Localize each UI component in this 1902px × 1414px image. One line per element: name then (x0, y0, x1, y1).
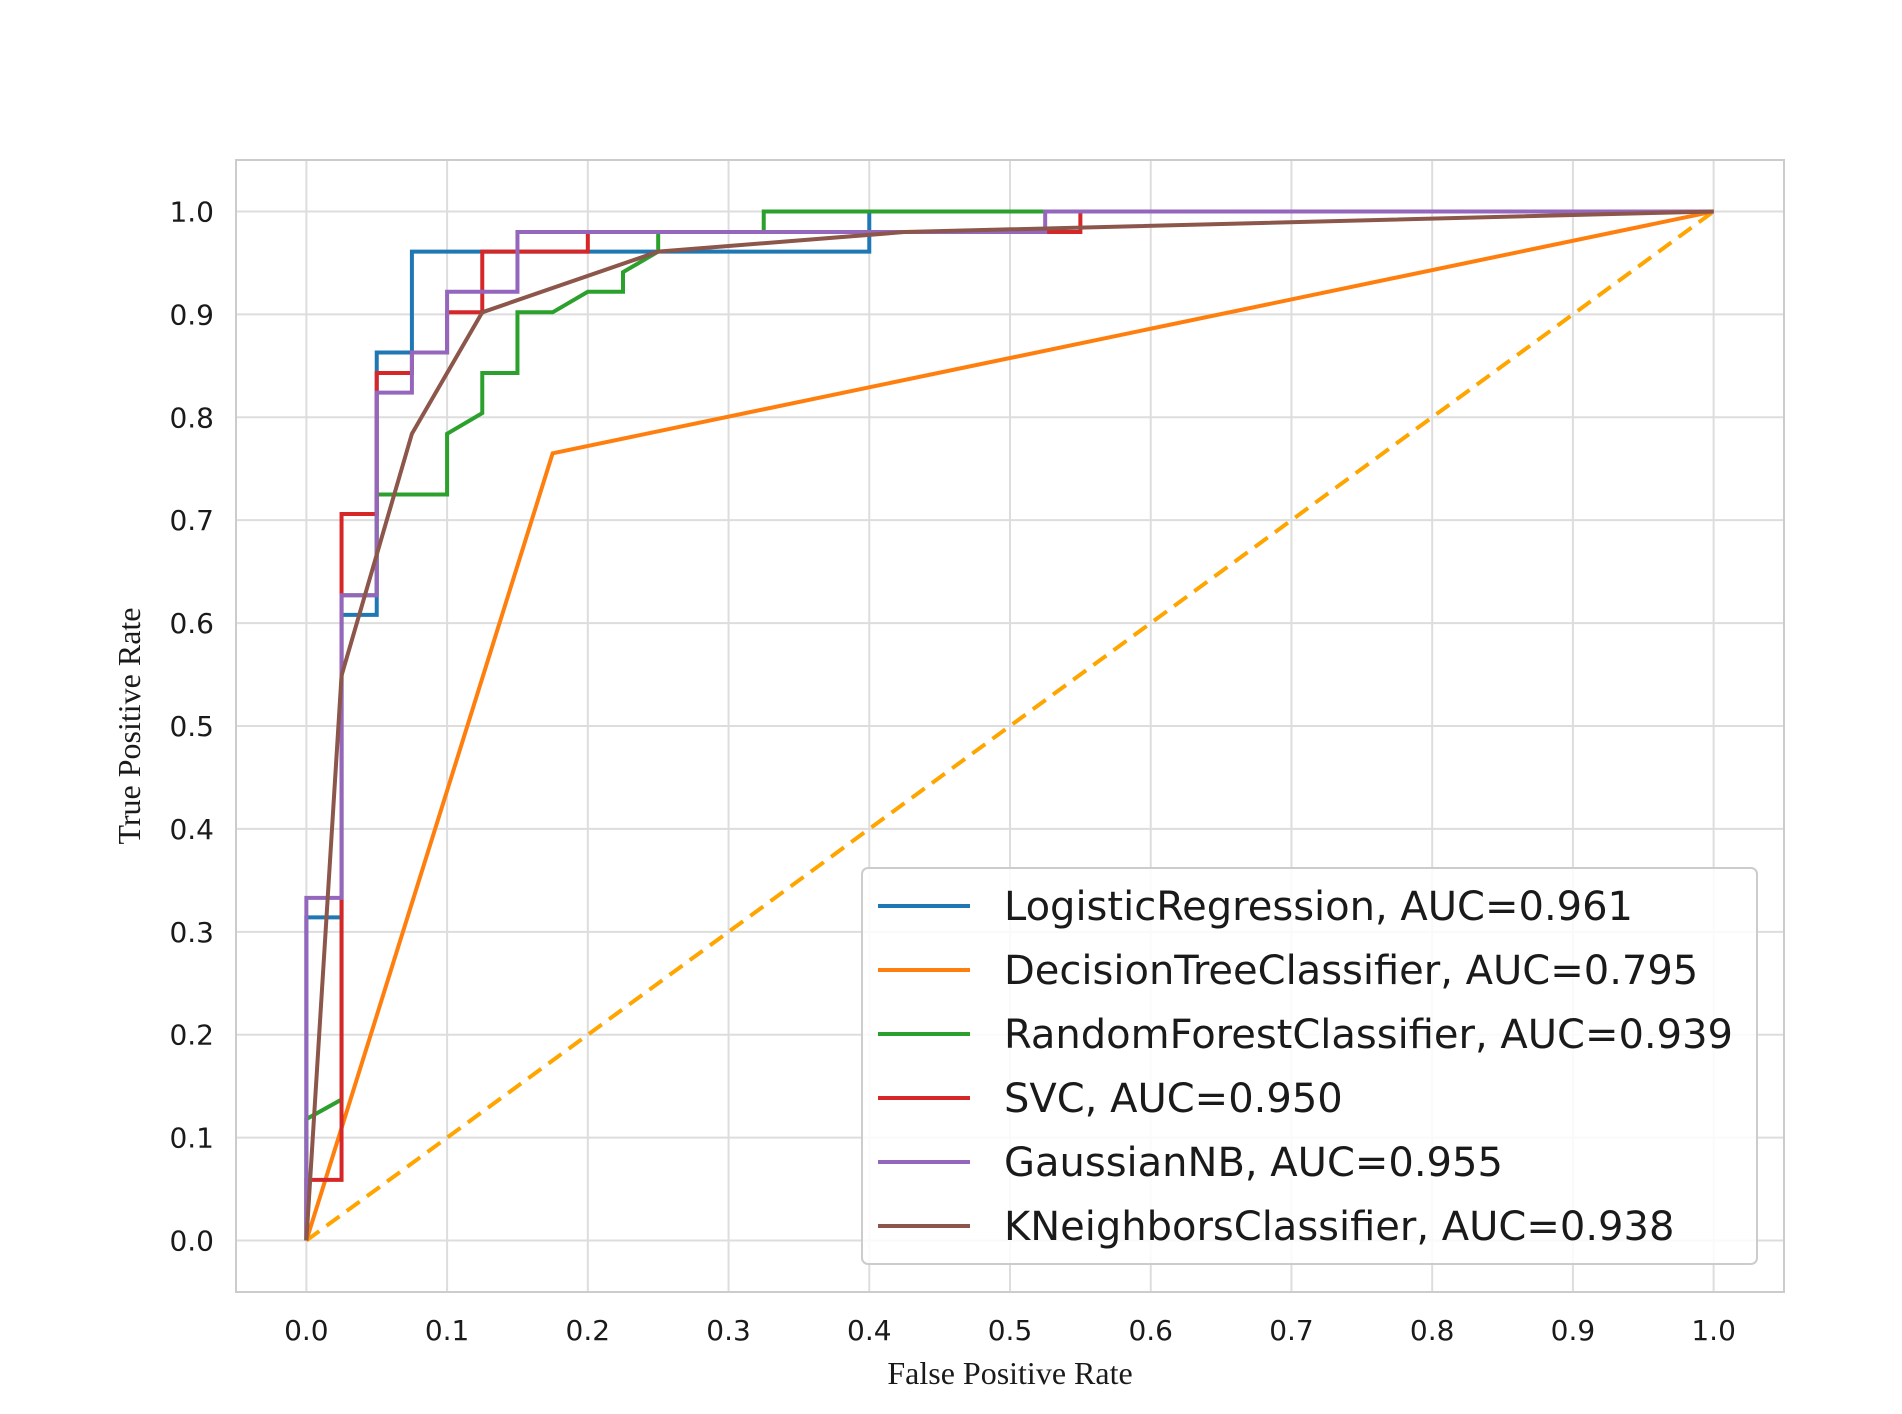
legend-label: DecisionTreeClassifier, AUC=0.795 (1004, 948, 1698, 994)
legend-entry: RandomForestClassifier, AUC=0.939 (878, 1012, 1733, 1058)
x-tick-label: 0.6 (1128, 1314, 1173, 1347)
y-tick-label: 0.5 (169, 710, 214, 743)
y-tick-label: 0.8 (169, 401, 214, 434)
y-tick-label: 0.6 (169, 607, 214, 640)
legend-label: SVC, AUC=0.950 (1004, 1076, 1343, 1122)
legend-entry: SVC, AUC=0.950 (878, 1076, 1343, 1122)
x-tick-label: 0.3 (706, 1314, 751, 1347)
legend-label: RandomForestClassifier, AUC=0.939 (1004, 1012, 1733, 1058)
x-tick-label: 0.9 (1551, 1314, 1596, 1347)
series-line-0 (304, 209, 1714, 1241)
y-tick-label: 0.2 (169, 1019, 214, 1052)
legend-label: LogisticRegression, AUC=0.961 (1004, 884, 1633, 930)
x-tick-label: 0.8 (1410, 1314, 1455, 1347)
legend: LogisticRegression, AUC=0.961 DecisionTre… (861, 867, 1758, 1265)
x-axis-label: False Positive Rate (887, 1355, 1132, 1391)
legend-entry: LogisticRegression, AUC=0.961 (878, 884, 1633, 930)
y-tick-labels: 0.0 0.1 0.2 0.3 0.4 0.5 0.6 0.7 0.8 0.9 1.0 (169, 195, 214, 1257)
x-tick-label: 0.4 (847, 1314, 892, 1347)
legend-entry: KNeighborsClassifier, AUC=0.938 (878, 1204, 1674, 1250)
x-tick-labels: 0.0 0.1 0.2 0.3 0.4 0.5 0.6 0.7 0.8 0.9 1.0 (284, 1314, 1736, 1347)
x-tick-label: 0.5 (988, 1314, 1033, 1347)
y-tick-label: 0.9 (169, 298, 214, 331)
series-line-4 (304, 209, 1714, 1241)
legend-label: GaussianNB, AUC=0.955 (1004, 1140, 1503, 1186)
x-tick-label: 0.1 (425, 1314, 470, 1347)
reference-diagonal-line (305, 209, 1715, 1243)
x-tick-label: 0.7 (1269, 1314, 1314, 1347)
series-line-5 (304, 209, 1714, 1241)
x-tick-label: 0.2 (566, 1314, 611, 1347)
legend-entry: DecisionTreeClassifier, AUC=0.795 (878, 948, 1698, 994)
plot-frame (235, 159, 1785, 1293)
y-axis-label: True Positive Rate (111, 607, 147, 844)
x-tick-label: 1.0 (1691, 1314, 1736, 1347)
legend-box (861, 867, 1758, 1265)
series-line-1 (304, 209, 1715, 1242)
x-tick-label: 0.0 (284, 1314, 329, 1347)
y-tick-label: 0.0 (169, 1225, 214, 1258)
y-tick-label: 0.1 (169, 1122, 214, 1155)
legend-label: KNeighborsClassifier, AUC=0.938 (1004, 1204, 1674, 1250)
series-lines (304, 209, 1715, 1242)
legend-entry: GaussianNB, AUC=0.955 (878, 1140, 1503, 1186)
reference-diagonal (305, 209, 1715, 1243)
y-tick-label: 0.4 (169, 813, 214, 846)
y-tick-label: 0.7 (169, 504, 214, 537)
y-tick-label: 0.3 (169, 916, 214, 949)
y-tick-label: 1.0 (169, 195, 214, 228)
